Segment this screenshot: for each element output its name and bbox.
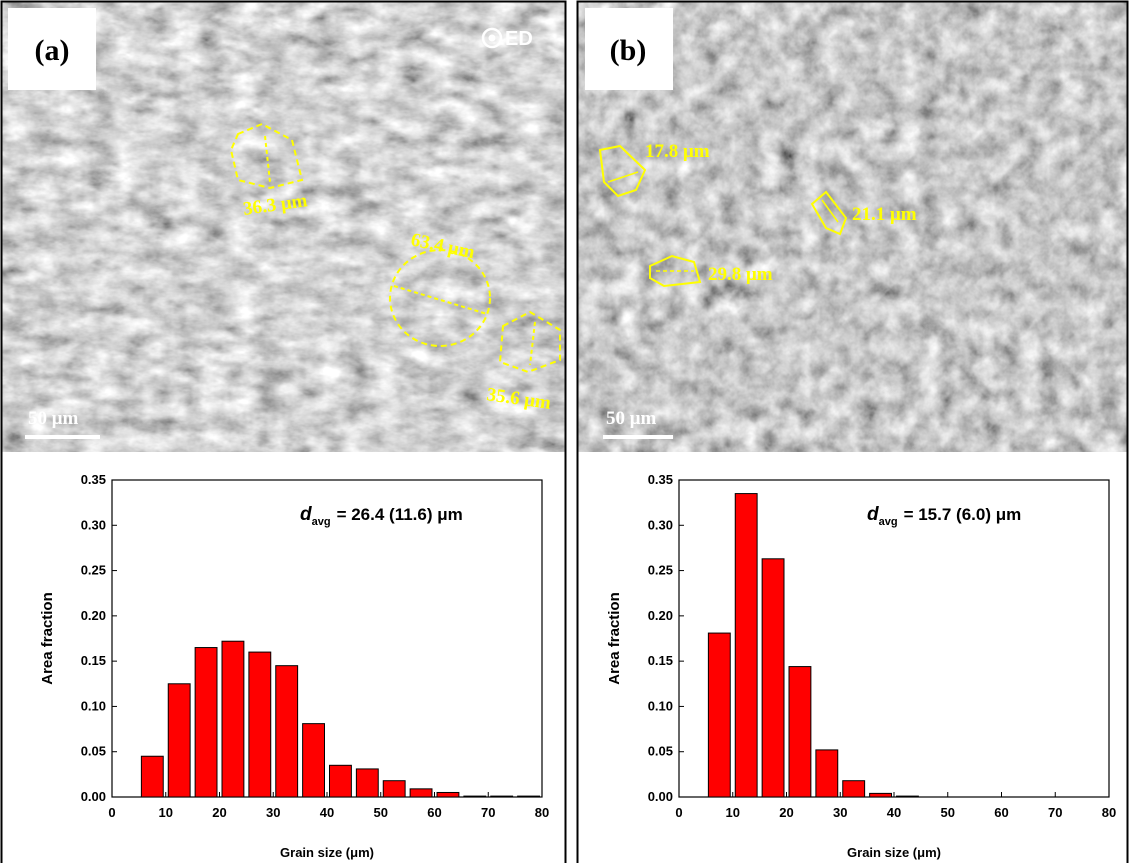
bar (330, 765, 352, 797)
x-tick-label: 0 (675, 805, 682, 820)
annotation-symbol: d (867, 504, 879, 525)
bar (491, 796, 513, 797)
bar (843, 781, 865, 797)
y-tick-label: 0.25 (81, 563, 106, 578)
y-tick-label: 0.20 (81, 608, 106, 623)
x-tick-label: 80 (1102, 805, 1116, 820)
x-axis-label: Grain size (μm) (847, 845, 941, 860)
annotation: davg = 15.7 (6.0) μm (867, 504, 1021, 528)
annotation-subscript: avg (312, 516, 331, 528)
y-tick-label: 0.15 (81, 653, 106, 668)
scale-bar-label: 50 μm (28, 408, 79, 429)
bar (897, 796, 919, 797)
x-tick-label: 30 (266, 805, 280, 820)
bar (735, 494, 757, 797)
y-tick-label: 0.35 (81, 472, 106, 487)
grain-size: 21.1 μm (852, 204, 917, 225)
figure: (a) ED 36.3 μm 63.4 μm 35.6 μm 50 μm (b)… (0, 0, 1130, 863)
annotation-subscript: avg (879, 516, 898, 528)
bar (816, 750, 838, 797)
y-tick-label: 0.10 (81, 698, 106, 713)
x-tick-label: 40 (320, 805, 334, 820)
bar (276, 666, 298, 797)
x-tick-label: 30 (833, 805, 847, 820)
x-tick-label: 70 (1048, 805, 1062, 820)
y-tick-label: 0.20 (648, 608, 673, 623)
bar (356, 769, 378, 797)
panel-label: (b) (610, 34, 647, 67)
bar (383, 781, 405, 797)
x-tick-label: 20 (779, 805, 793, 820)
y-tick-label: 0.00 (81, 789, 106, 804)
x-tick-label: 70 (481, 805, 495, 820)
annotation-text: = 26.4 (11.6) μm (337, 505, 463, 524)
y-tick-label: 0.35 (648, 472, 673, 487)
bar (762, 559, 784, 797)
x-tick-label: 50 (374, 805, 388, 820)
y-tick-label: 0.05 (648, 744, 673, 759)
y-tick-label: 0.25 (648, 563, 673, 578)
x-tick-label: 60 (427, 805, 441, 820)
bar (708, 633, 730, 797)
x-tick-label: 50 (941, 805, 955, 820)
bar (222, 641, 244, 797)
scale-bar-label: 50 μm (606, 408, 657, 429)
direction-label: ED (505, 28, 533, 50)
x-tick-label: 10 (159, 805, 173, 820)
x-tick-label: 80 (535, 805, 549, 820)
x-tick-label: 20 (212, 805, 226, 820)
grain-size: 29.8 μm (708, 264, 773, 285)
bar (464, 796, 486, 797)
bar (410, 789, 432, 797)
y-tick-label: 0.15 (648, 653, 673, 668)
y-axis-label: Area fraction (39, 592, 56, 685)
bar (195, 648, 217, 797)
bar (789, 667, 811, 797)
y-tick-label: 0.10 (648, 698, 673, 713)
bar (303, 724, 325, 797)
y-tick-label: 0.30 (81, 517, 106, 532)
bar (870, 793, 892, 797)
panel-label: (a) (35, 34, 70, 67)
y-tick-label: 0.30 (648, 517, 673, 532)
grain-size: 17.8 μm (645, 141, 710, 162)
bar (141, 756, 163, 797)
annotation-text: = 15.7 (6.0) μm (904, 505, 1022, 524)
y-tick-label: 0.00 (648, 789, 673, 804)
bar (518, 796, 540, 797)
x-tick-label: 40 (887, 805, 901, 820)
annotation-symbol: d (300, 504, 312, 525)
bar (249, 652, 271, 797)
y-axis-label: Area fraction (606, 592, 623, 685)
bar (437, 792, 459, 797)
y-tick-label: 0.05 (81, 744, 106, 759)
annotation: davg = 26.4 (11.6) μm (300, 504, 463, 528)
x-axis-label: Grain size (μm) (280, 845, 374, 860)
x-tick-label: 10 (726, 805, 740, 820)
bar (168, 684, 190, 797)
x-tick-label: 60 (994, 805, 1008, 820)
x-tick-label: 0 (108, 805, 115, 820)
direction-icon (489, 35, 496, 42)
